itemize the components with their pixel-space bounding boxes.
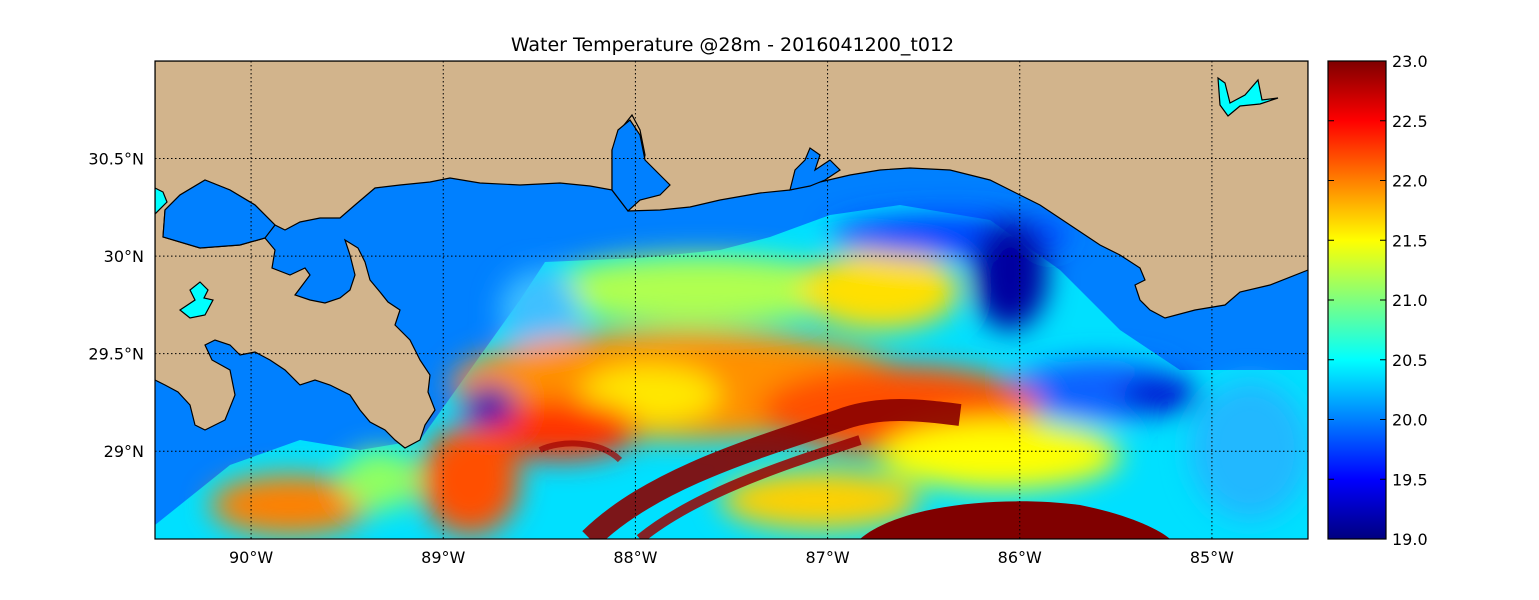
colorbar-tick-label: 21.0: [1392, 291, 1428, 310]
colorbar-tick-label: 20.0: [1392, 411, 1428, 430]
colorbar-tick-label: 23.0: [1392, 52, 1428, 71]
longitude-tick-label: 88°W: [613, 548, 657, 567]
longitude-tick-label: 89°W: [421, 548, 465, 567]
colorbar-tick-label: 20.5: [1392, 351, 1428, 370]
lake-upper-left: [155, 187, 168, 215]
latitude-labels: 30.5°N 30°N 29.5°N 29°N: [88, 150, 144, 462]
colorbar-tick-label: 21.5: [1392, 231, 1428, 250]
longitude-tick-label: 86°W: [998, 548, 1042, 567]
longitude-labels: 90°W 89°W 88°W 87°W 86°W 85°W: [229, 548, 1234, 567]
longitude-tick-label: 90°W: [229, 548, 273, 567]
colorbar-tick-label: 22.0: [1392, 172, 1428, 191]
colorbar: 23.0 22.5 22.0 21.5 21.0 20.5 20.0 19.5 19.0: [1327, 52, 1428, 549]
map-area: [155, 61, 1308, 539]
latitude-tick-label: 30.5°N: [88, 150, 144, 169]
inland-bay-east: [789, 147, 841, 191]
latitude-tick-label: 30°N: [104, 247, 144, 266]
inland-bay: [611, 119, 671, 212]
colorbar-tick-label: 19.0: [1392, 530, 1428, 549]
colorbar-tick-label: 22.5: [1392, 112, 1428, 131]
longitude-tick-label: 85°W: [1190, 548, 1234, 567]
temperature-field: [155, 205, 1308, 539]
latitude-tick-label: 29°N: [104, 442, 144, 461]
colorbar-ticks: 23.0 22.5 22.0 21.5 21.0 20.5 20.0 19.5 19.0: [1328, 52, 1428, 549]
longitude-tick-label: 87°W: [805, 548, 849, 567]
colorbar-tick-label: 19.5: [1392, 470, 1428, 489]
map-frame: [154, 60, 1309, 540]
latitude-tick-label: 29.5°N: [88, 345, 144, 364]
lake-upper-right: [1217, 76, 1279, 117]
gridlines: [155, 61, 1308, 539]
map-title: Water Temperature @28m - 2016041200_t012: [510, 34, 955, 56]
lake-small: [178, 281, 214, 319]
lake-pontchartrain: [162, 179, 276, 249]
colorbar-gradient: [1327, 60, 1387, 540]
